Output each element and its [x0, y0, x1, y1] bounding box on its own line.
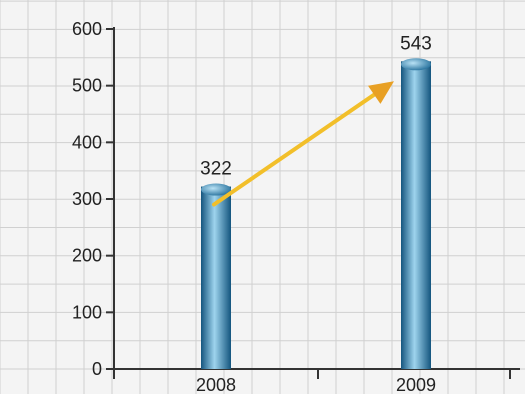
- bar-cap-2008: [201, 183, 231, 196]
- x-tick-label: 2009: [396, 375, 436, 394]
- x-tick-label: 2008: [196, 375, 236, 394]
- trend-arrow-shaft: [212, 87, 384, 207]
- y-tick-label: 600: [72, 19, 102, 39]
- bar-cap-2009: [401, 58, 431, 71]
- bar-2009: [401, 61, 431, 370]
- trend-arrow: [212, 81, 394, 207]
- data-label: 543: [400, 33, 432, 54]
- axes: [106, 27, 520, 379]
- bars: [201, 58, 431, 370]
- y-tick-label: 300: [72, 189, 102, 209]
- trend-arrow-head: [367, 81, 394, 104]
- data-label: 322: [200, 159, 232, 180]
- y-tick-label: 0: [92, 359, 102, 379]
- y-tick-label: 200: [72, 246, 102, 266]
- y-tick-label: 400: [72, 132, 102, 152]
- bar-2008: [201, 186, 231, 369]
- y-tick-label: 100: [72, 302, 102, 322]
- y-tick-label: 500: [72, 76, 102, 96]
- labels: 0 100 200 300 400 500 600 322 2008 543 2009: [72, 19, 436, 394]
